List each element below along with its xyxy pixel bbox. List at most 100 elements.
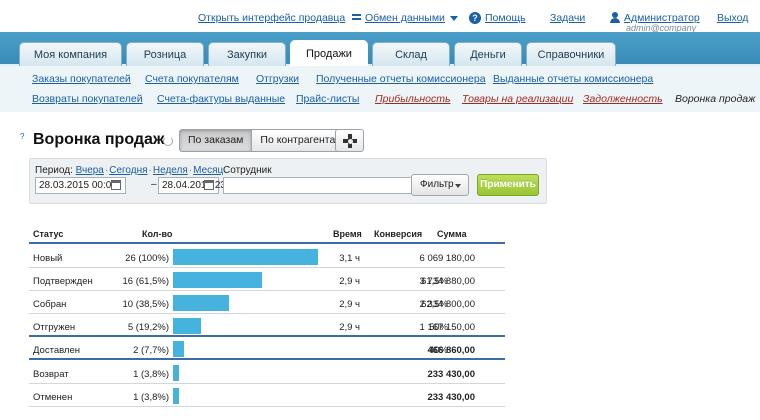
tab-warehouse[interactable]: Склад	[372, 42, 450, 66]
table-row: Возврат 1 (3,8%) 233 430,00	[29, 362, 505, 384]
table-row: Собран 10 (38,5%) 2,9 ч 62,5% 2 334 800,00	[29, 292, 505, 314]
period-label: Период:	[35, 165, 73, 176]
user-login: admin@company	[626, 23, 697, 33]
tab-references[interactable]: Справочники	[526, 42, 616, 66]
quick-month-link[interactable]: Месяц	[193, 165, 224, 176]
date-from-field[interactable]: 28.03.2015 00:00	[35, 177, 126, 194]
subnav-price-lists[interactable]: Прайс-листы	[296, 93, 360, 105]
table-row: Отменен 1 (3,8%) 233 430,00	[29, 385, 505, 407]
data-exchange-label: Обмен данными	[365, 12, 445, 24]
view-toggle-group: По заказам По контрагентам	[179, 129, 352, 152]
date-to-field[interactable]: 28.04.2015 23:59	[158, 177, 240, 194]
user-menu[interactable]: Администратор	[609, 12, 700, 24]
user-icon	[609, 12, 621, 24]
subnav-consignment-goods[interactable]: Товары на реализации	[462, 93, 574, 105]
help-link[interactable]: ? Помощь	[469, 12, 526, 25]
table-row: Новый 26 (100%) 3,1 ч 6 069 180,00	[29, 246, 505, 268]
date-range-dash: –	[151, 179, 157, 190]
filter-button[interactable]: Фильтр	[411, 174, 469, 196]
funnel-bar	[173, 388, 179, 404]
subnav-issued-commission-reports[interactable]: Выданные отчеты комиссионера	[493, 73, 654, 85]
page-help-icon[interactable]: ?	[20, 132, 25, 141]
tab-sales[interactable]: Продажи	[290, 40, 368, 68]
filter-panel: Период: Вчера·Сегодня·Неделя·Месяц Сотру…	[29, 158, 547, 204]
conversion-cell: 61,5%	[421, 276, 448, 287]
funnel-bar	[173, 249, 318, 265]
gear-icon	[343, 134, 357, 148]
view-by-orders-button[interactable]: По заказам	[179, 129, 253, 152]
page-title: Воронка продаж	[33, 131, 165, 148]
quick-yesterday-link[interactable]: Вчера	[75, 165, 104, 176]
quick-week-link[interactable]: Неделя	[152, 165, 188, 176]
main-nav: Моя компания Розница Закупки Продажи Скл…	[0, 32, 760, 68]
subnav-profitability[interactable]: Прибыльность	[375, 93, 451, 105]
funnel-bar	[173, 341, 185, 357]
subnav-issued-invoices[interactable]: Счета-фактуры выданные	[157, 93, 286, 105]
funnel-bar	[173, 295, 229, 311]
sum-cell: 2 334 800,00	[419, 299, 475, 310]
count-cell: 1 (3,8%)	[133, 369, 169, 380]
employee-label: Сотрудник	[223, 165, 272, 176]
table-row: Доставлен 2 (7,7%) 40% 466 860,00	[29, 338, 505, 360]
time-cell: 2,9 ч	[339, 299, 360, 310]
sync-icon	[352, 13, 362, 21]
header-count: Кол-во	[142, 229, 173, 239]
status-cell: Подтвержден	[33, 276, 93, 287]
top-bar: Открыть интерфейс продавца Обмен данными…	[0, 0, 760, 33]
time-cell: 3,1 ч	[339, 253, 360, 264]
seller-interface-link[interactable]: Открыть интерфейс продавца	[198, 12, 346, 24]
logout-link[interactable]: Выход	[717, 12, 749, 24]
count-cell: 5 (19,2%)	[127, 322, 169, 333]
sum-cell: 233 430,00	[427, 369, 475, 380]
tab-retail[interactable]: Розница	[126, 42, 204, 66]
sub-nav: Заказы покупателей Счета покупателям Отг…	[0, 66, 760, 112]
status-cell: Возврат	[33, 369, 69, 380]
header-conversion: Конверсия	[374, 229, 423, 239]
employee-select[interactable]	[223, 177, 434, 194]
subnav-debts[interactable]: Задолженность	[583, 93, 663, 105]
data-exchange-menu[interactable]: Обмен данными	[352, 12, 458, 24]
sum-cell: 6 069 180,00	[419, 253, 475, 264]
count-cell: 26 (100%)	[125, 253, 169, 264]
status-cell: Отменен	[33, 392, 73, 403]
subnav-customer-orders[interactable]: Заказы покупателей	[32, 73, 131, 85]
subnav-received-commission-reports[interactable]: Полученные отчеты комиссионера	[316, 73, 486, 85]
table-row: Отгружен 5 (19,2%) 2,9 ч 50% 1 167 150,00	[29, 315, 505, 337]
sum-cell: 466 860,00	[427, 345, 475, 356]
count-cell: 16 (61,5%)	[122, 276, 169, 287]
header-status: Статус	[33, 229, 64, 239]
settings-button[interactable]	[335, 129, 364, 152]
time-cell: 2,9 ч	[339, 276, 360, 287]
subnav-sales-funnel-current: Воронка продаж	[675, 93, 756, 105]
calendar-icon[interactable]	[111, 180, 121, 190]
count-cell: 1 (3,8%)	[133, 392, 169, 403]
conversion-cell: 40%	[428, 345, 448, 356]
count-cell: 2 (7,7%)	[133, 345, 169, 356]
apply-button[interactable]: Применить	[477, 174, 539, 196]
period-row: Период: Вчера·Сегодня·Неделя·Месяц	[35, 165, 224, 176]
status-cell: Новый	[33, 253, 63, 264]
calendar-icon[interactable]	[204, 180, 214, 190]
conversion-cell: 62,5%	[421, 299, 448, 310]
help-label: Помощь	[485, 12, 526, 24]
status-cell: Собран	[33, 299, 67, 310]
subnav-customer-returns[interactable]: Возвраты покупателей	[32, 93, 143, 105]
tab-my-company[interactable]: Моя компания	[19, 42, 122, 66]
funnel-bar	[173, 318, 201, 334]
subnav-customer-invoices[interactable]: Счета покупателям	[145, 73, 239, 85]
filter-button-label: Фильтр	[420, 179, 454, 190]
subnav-shipments[interactable]: Отгрузки	[256, 73, 300, 85]
tab-purchases[interactable]: Закупки	[208, 42, 286, 66]
refresh-icon[interactable]	[163, 136, 173, 146]
sum-cell: 1 167 150,00	[419, 322, 475, 333]
funnel-bar	[173, 272, 263, 288]
status-cell: Отгружен	[33, 322, 76, 333]
table-row: Подтвержден 16 (61,5%) 2,9 ч 61,5% 3 734 880…	[29, 269, 505, 291]
view-by-contractors-button[interactable]: По контрагентам	[252, 129, 352, 152]
header-sum: Сумма	[437, 229, 467, 239]
tasks-link[interactable]: Задачи	[550, 12, 586, 24]
tab-money[interactable]: Деньги	[454, 42, 522, 66]
quick-today-link[interactable]: Сегодня	[109, 165, 148, 176]
count-cell: 10 (38,5%)	[122, 299, 169, 310]
sum-cell: 3 734 880,00	[419, 276, 475, 287]
